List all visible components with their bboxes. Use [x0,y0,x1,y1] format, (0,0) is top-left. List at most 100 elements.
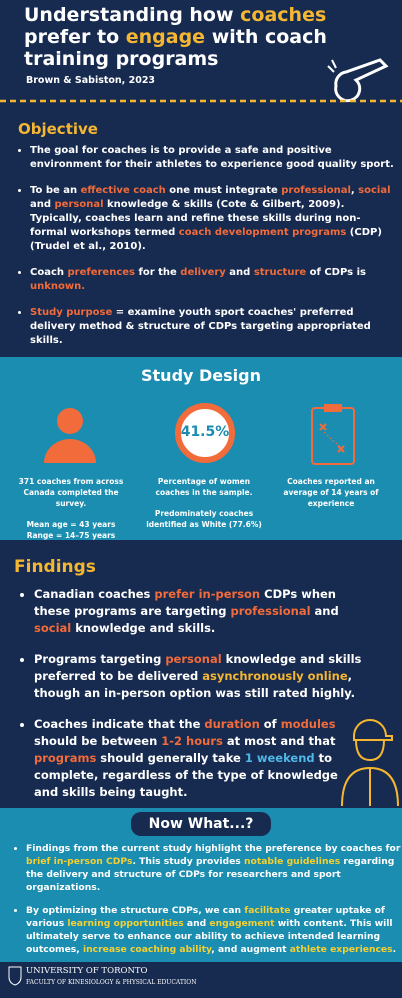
design-text: Range = 14–75 years [26,531,116,540]
stat-value: 41.5% [180,424,230,440]
text-run: should generally take [96,751,245,765]
text-run: 1-2 hours [161,734,223,748]
crest-icon [8,966,22,986]
text-run: = examine youth sport coaches' preferred… [30,307,371,346]
text-run: personal [54,199,104,210]
design-text-block: Coaches reported an average of 14 years … [272,476,390,509]
text-run: (CDP) (Trudel et al., 2010). [30,227,382,252]
text-run: To be an [30,185,81,196]
text-run: . This study provides [132,856,244,867]
findings-list: Canadian coaches prefer in-person CDPs w… [16,586,364,815]
text-run: and [310,604,339,618]
text-run: Coaches indicate that the [34,717,205,731]
text-run: delivery [180,267,226,278]
text-run: athlete experiences [289,944,393,955]
faculty-name: FACULTY OF KINESIOLOGY & PHYSICAL EDUCAT… [26,979,197,986]
text-run: effective coach [80,185,166,196]
text-run: and [183,918,210,929]
text-run: asynchronously online [202,669,348,683]
text-run: Coach [30,267,68,278]
text-run: preferences [67,267,136,278]
text-run: . [392,944,397,955]
text-run: coaches [240,4,327,26]
stat-ring [175,403,235,463]
text-run: facilitate [244,905,291,916]
text-run: social [358,185,391,196]
dashed-divider [0,99,402,103]
text-run: of CDPs is [306,267,366,278]
bullet: To be an effective coach one must integr… [30,184,396,254]
footer [0,962,402,998]
whistle-icon [327,58,389,103]
coach-icon [341,719,399,807]
title: Understanding how coaches prefer to enga… [24,4,354,70]
text-run: engage [125,26,206,48]
text-run: Findings from the current study highligh… [26,843,401,854]
text-run: greater uptake of various [26,905,385,929]
design-text: Predominately coaches identified as Whit… [146,509,262,529]
text-run: engagement [209,918,275,929]
text-run: prefer in-person [154,587,261,601]
text-run: with coach training programs [24,26,327,70]
design-text-block: Predominately coaches identified as Whit… [145,508,263,530]
design-text-block: Mean age = 43 years Range = 14–75 years [12,519,130,541]
design-column: 371 coaches from across Canada completed… [12,476,130,551]
text-run: modules [280,717,336,731]
bullet: Findings from the current study highligh… [26,842,402,894]
text-run: at most and that [222,734,336,748]
text-run: learning opportunities [67,918,184,929]
bullet: Study purpose = examine youth sport coac… [30,306,396,348]
design-text: Mean age = 43 years [26,520,116,529]
bullet: By optimizing the structure CDPs, we can… [26,904,402,956]
text-run: one must integrate [165,185,282,196]
design-text-block: Percentage of women coaches in the sampl… [145,476,263,498]
objective-heading: Objective [18,120,98,138]
bullet: Canadian coaches prefer in-person CDPs w… [34,586,364,637]
text-run: regarding the delivery and structure of … [26,856,395,893]
text-run: By optimizing the structure CDPs, we can [26,905,245,916]
text-run: unknown. [30,281,86,292]
text-run: professional [281,185,351,196]
text-run: CDPs when these programs are targeting [34,587,336,618]
bullet: Coaches indicate that the duration of mo… [34,716,364,801]
text-run: Study purpose [30,307,113,318]
bullet: The goal for coaches is to provide a saf… [30,144,396,172]
text-run: to complete, regardless of the type of k… [34,751,338,799]
text-run: The goal for coaches is to provide a saf… [30,145,394,170]
study-design-heading: Study Design [141,366,261,385]
bullet: Programs targeting personal knowledge an… [34,651,364,702]
design-text-block: 371 coaches from across Canada completed… [12,476,130,509]
design-column: Coaches reported an average of 14 years … [272,476,390,519]
now-what-list: Findings from the current study highligh… [8,842,402,966]
findings-heading: Findings [14,557,96,577]
text-run: , [350,185,359,196]
text-run: knowledge & skills (Cote & Gilbert, 2009… [30,199,361,238]
text-run: Programs targeting [34,652,166,666]
text-run: of [259,717,281,731]
text-run: knowledge and skills preferred to be del… [34,652,362,683]
text-run: Understanding how [24,4,241,26]
university-name: UNIVERSITY OF TORONTO [26,966,148,976]
text-run: structure [253,267,307,278]
text-run: programs [34,751,97,765]
design-text: Coaches reported an average of 14 years … [283,477,379,508]
text-run: Canadian coaches [34,587,155,601]
text-run: with content. This will ultimately serve… [26,918,393,955]
text-run: for the [135,267,181,278]
text-run: and [225,267,254,278]
text-run: knowledge and skills. [71,621,216,635]
text-run: notable guidelines [243,856,341,867]
person-icon [44,408,96,463]
text-run: increase coaching ability [82,944,212,955]
objective-list: The goal for coaches is to provide a saf… [12,144,396,360]
text-run: and [30,199,55,210]
text-run: , and augment [211,944,290,955]
text-run: professional [230,604,311,618]
clipboard-icon [311,404,355,465]
now-what-heading: Now What...? [131,812,271,836]
bullet: Coach preferences for the delivery and s… [30,266,396,294]
design-column: Percentage of women coaches in the sampl… [145,476,263,540]
text-run: personal [165,652,222,666]
text-run: should be between [34,734,162,748]
